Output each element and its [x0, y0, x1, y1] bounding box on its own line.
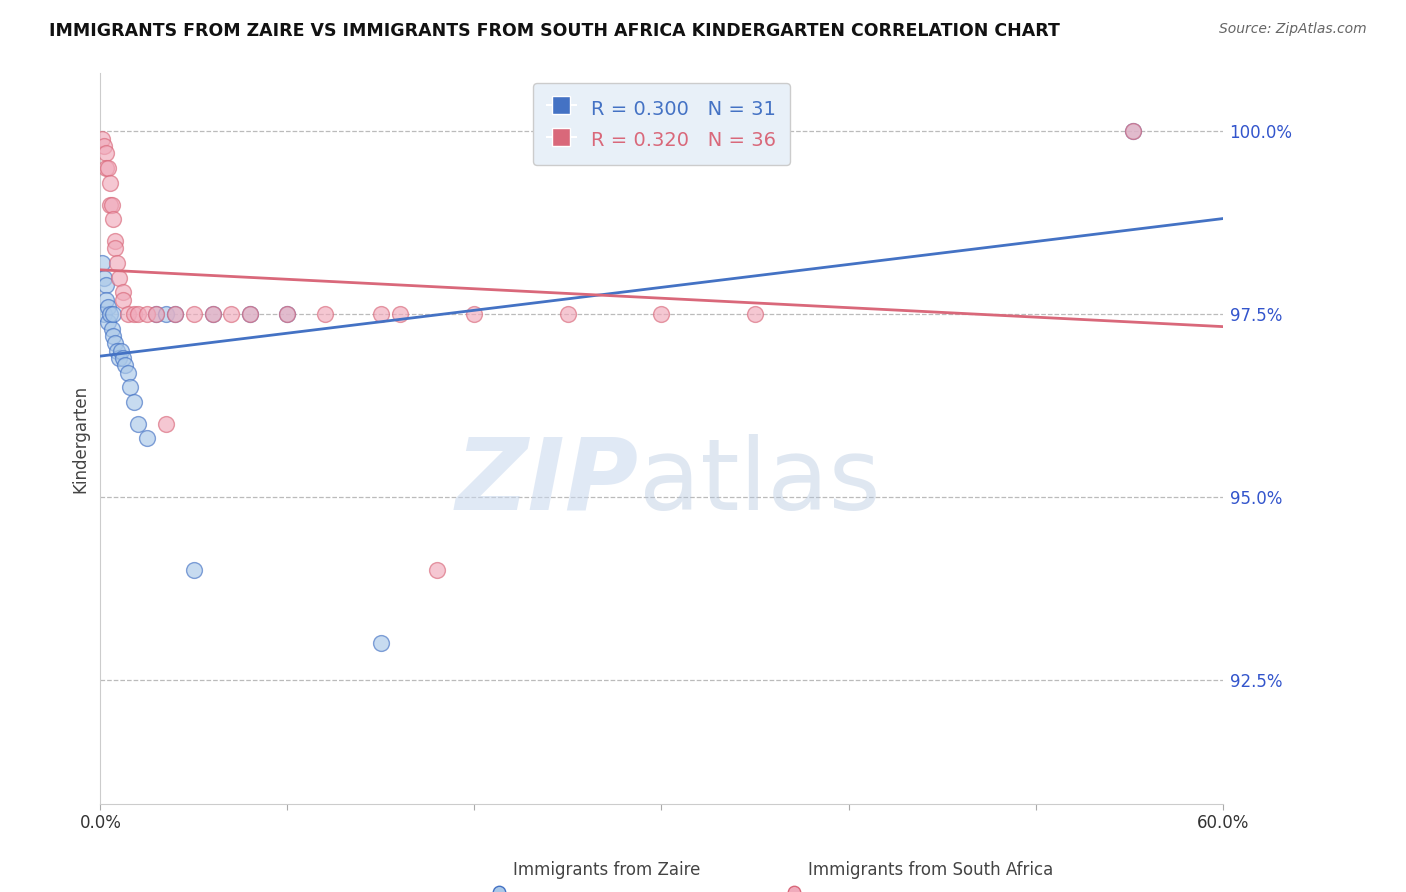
Point: [219, 307, 242, 321]
Point: [117, 366, 139, 380]
Point: [388, 307, 411, 321]
Point: [127, 307, 149, 321]
Text: ZIP: ZIP: [456, 434, 640, 531]
Point: [276, 307, 298, 321]
Point: [105, 343, 128, 358]
Point: [94, 277, 117, 292]
Point: [239, 307, 262, 321]
Point: [104, 241, 127, 255]
Point: [650, 307, 672, 321]
Point: [145, 307, 167, 321]
Point: [239, 307, 262, 321]
Point: [744, 307, 766, 321]
Legend: R = 0.300   N = 31, R = 0.320   N = 36: R = 0.300 N = 31, R = 0.320 N = 36: [533, 83, 790, 165]
Point: [201, 307, 224, 321]
Point: [155, 417, 177, 431]
Point: [370, 307, 392, 321]
Y-axis label: Kindergarten: Kindergarten: [72, 384, 89, 492]
Point: [370, 636, 392, 650]
Point: [105, 256, 128, 270]
Point: [100, 197, 122, 211]
Point: [155, 307, 177, 321]
Point: [104, 234, 127, 248]
Point: [136, 432, 159, 446]
Point: [314, 307, 336, 321]
Point: [122, 395, 145, 409]
Point: [98, 176, 121, 190]
Text: atlas: atlas: [640, 434, 880, 531]
Point: [426, 563, 449, 577]
Point: [557, 307, 579, 321]
Point: [120, 380, 142, 394]
Point: [103, 212, 125, 227]
Point: [104, 336, 127, 351]
Text: Source: ZipAtlas.com: Source: ZipAtlas.com: [1219, 22, 1367, 37]
Point: [94, 161, 117, 175]
Point: [103, 329, 125, 343]
Point: [98, 197, 121, 211]
Point: [93, 139, 115, 153]
Point: [463, 307, 485, 321]
Point: [91, 256, 114, 270]
Point: [183, 307, 205, 321]
Point: [136, 307, 159, 321]
Text: Immigrants from Zaire: Immigrants from Zaire: [513, 861, 700, 879]
Text: Immigrants from South Africa: Immigrants from South Africa: [808, 861, 1053, 879]
Point: [1122, 124, 1144, 138]
Point: [183, 563, 205, 577]
Point: [98, 307, 121, 321]
Point: [97, 314, 120, 328]
Point: [117, 307, 139, 321]
Point: [100, 322, 122, 336]
Point: [165, 307, 187, 321]
Point: [108, 351, 131, 365]
Point: [110, 343, 132, 358]
Point: [111, 351, 134, 365]
Point: [94, 146, 117, 161]
Point: [127, 417, 149, 431]
Point: [122, 307, 145, 321]
Point: [97, 300, 120, 314]
Point: [114, 359, 136, 373]
Point: [276, 307, 298, 321]
Point: [108, 270, 131, 285]
Point: [103, 307, 125, 321]
Point: [91, 132, 114, 146]
Point: [93, 270, 115, 285]
Point: [93, 307, 115, 321]
Point: [165, 307, 187, 321]
Point: [111, 293, 134, 307]
Point: [145, 307, 167, 321]
Point: [97, 161, 120, 175]
Point: [94, 293, 117, 307]
Point: [1122, 124, 1144, 138]
Point: [201, 307, 224, 321]
Point: [111, 285, 134, 300]
Text: IMMIGRANTS FROM ZAIRE VS IMMIGRANTS FROM SOUTH AFRICA KINDERGARTEN CORRELATION C: IMMIGRANTS FROM ZAIRE VS IMMIGRANTS FROM…: [49, 22, 1060, 40]
